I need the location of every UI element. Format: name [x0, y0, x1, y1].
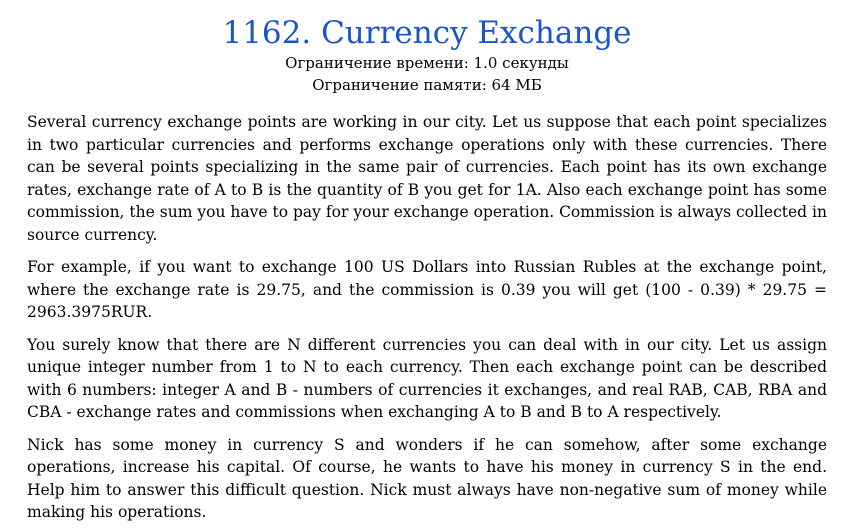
statement-paragraph: Several currency exchange points are wor…: [27, 113, 827, 244]
problem-title: 1162. Currency Exchange: [222, 15, 632, 51]
problem-statement: Several currency exchange points are wor…: [27, 111, 827, 524]
problem-header: 1162. Currency Exchange Ограничение врем…: [27, 0, 827, 96]
statement-paragraph: You surely know that there are N differe…: [27, 335, 827, 422]
statement-paragraph: For example, if you want to exchange 100…: [27, 258, 827, 321]
memory-limit: Ограничение памяти: 64 МБ: [312, 76, 542, 94]
statement-paragraph: Nick has some money in currency S and wo…: [27, 435, 827, 522]
time-limit: Ограничение времени: 1.0 секунды: [285, 54, 569, 72]
